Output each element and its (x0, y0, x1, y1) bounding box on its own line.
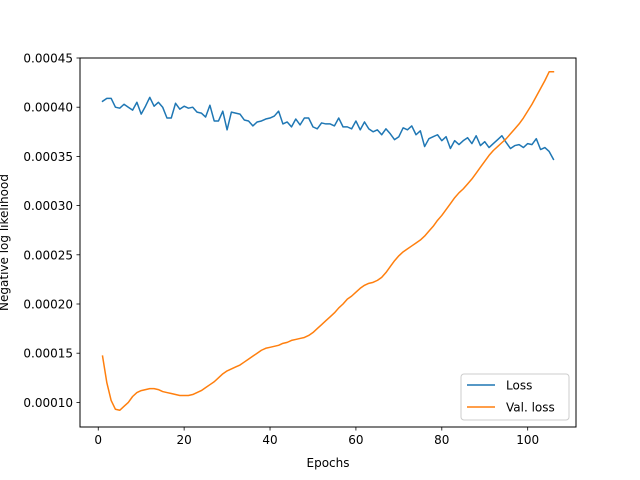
y-tick-label: 0.00030 (23, 199, 73, 213)
legend-label-val-loss: Val. loss (506, 401, 555, 415)
legend: Loss Val. loss (460, 373, 570, 421)
y-axis-ticks: 0.00010 0.00015 0.00020 0.00025 0.00030 0.000… (23, 52, 80, 410)
y-tick-label: 0.00025 (23, 248, 73, 262)
legend-label-loss: Loss (506, 379, 532, 393)
x-axis-ticks: 0 20 40 60 80 100 (94, 427, 539, 447)
x-tick-label: 80 (434, 433, 449, 447)
x-tick-label: 60 (348, 433, 363, 447)
x-axis-label: Epochs (307, 456, 350, 470)
x-tick-label: 20 (176, 433, 191, 447)
y-tick-label: 0.00040 (23, 101, 73, 115)
y-tick-label: 0.00015 (23, 347, 73, 361)
series-layer (101, 71, 555, 412)
y-tick-label: 0.00010 (23, 396, 73, 410)
y-tick-label: 0.00035 (23, 150, 73, 164)
x-tick-label: 100 (516, 433, 539, 447)
plot-frame (79, 57, 577, 428)
y-tick-label: 0.00045 (23, 52, 73, 66)
series-line-val-loss (101, 71, 555, 412)
series-line-loss (101, 96, 555, 161)
y-axis-label: Negative log likelihood (0, 174, 11, 311)
x-tick-label: 40 (262, 433, 277, 447)
x-tick-label: 0 (94, 433, 102, 447)
plot-area (80, 58, 576, 427)
y-tick-label: 0.00020 (23, 298, 73, 312)
